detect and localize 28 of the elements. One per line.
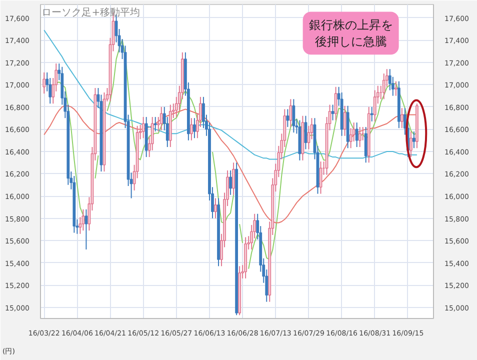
candlestick	[331, 104, 334, 121]
annotation: 銀行株の上昇を後押しに急騰	[308, 18, 393, 49]
candlestick	[355, 122, 358, 148]
candlestick	[42, 72, 46, 94]
candlestick	[289, 98, 292, 128]
candlestick	[400, 108, 404, 129]
candlestick	[394, 80, 398, 96]
candlestick	[84, 208, 88, 250]
candlestick	[142, 116, 145, 139]
candlestick	[373, 90, 376, 122]
candlestick	[403, 108, 406, 136]
candlestick	[160, 106, 163, 131]
candlestick	[286, 108, 290, 128]
candlestick	[358, 126, 362, 148]
candlestick	[190, 118, 193, 141]
candlestick	[214, 198, 217, 219]
candlestick	[412, 130, 416, 149]
candlestick	[364, 126, 368, 164]
candlestick	[382, 73, 386, 100]
candlestick	[154, 116, 157, 132]
candlestick	[232, 162, 235, 196]
candlestick	[193, 118, 196, 139]
candlestick	[292, 98, 296, 134]
chart-title: ローソク足+移動平均	[42, 6, 140, 18]
candlestick	[370, 106, 374, 122]
candlestick	[229, 170, 232, 196]
candlestick	[409, 130, 412, 158]
candlestick	[82, 208, 85, 232]
